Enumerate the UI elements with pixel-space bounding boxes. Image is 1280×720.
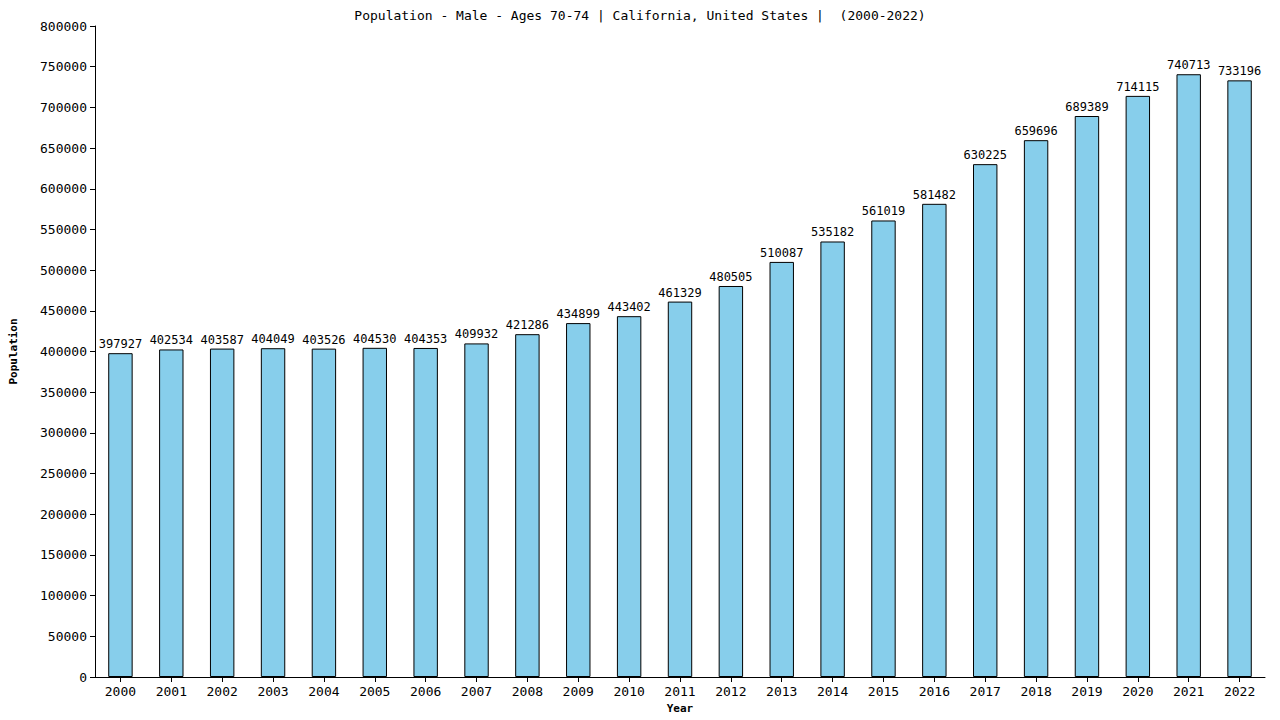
svg-text:2003: 2003 [257,684,288,699]
svg-text:2018: 2018 [1020,684,1051,699]
svg-text:404353: 404353 [404,332,447,346]
svg-text:480505: 480505 [709,270,752,284]
svg-text:0: 0 [79,670,87,685]
svg-text:100000: 100000 [40,588,87,603]
svg-text:740713: 740713 [1167,58,1210,72]
svg-text:659696: 659696 [1014,124,1057,138]
svg-text:350000: 350000 [40,385,87,400]
svg-text:443402: 443402 [607,300,650,314]
svg-text:2009: 2009 [563,684,594,699]
svg-text:2020: 2020 [1122,684,1153,699]
svg-text:2010: 2010 [613,684,644,699]
svg-text:689389: 689389 [1065,100,1108,114]
svg-text:404530: 404530 [353,332,396,346]
svg-text:500000: 500000 [40,263,87,278]
svg-text:403526: 403526 [302,333,345,347]
svg-text:461329: 461329 [658,286,701,300]
svg-text:800000: 800000 [40,19,87,34]
svg-text:397927: 397927 [99,337,142,351]
svg-text:50000: 50000 [48,629,87,644]
svg-text:Population - Male - Ages 70-74: Population - Male - Ages 70-74 | Califor… [354,8,925,23]
svg-text:733196: 733196 [1218,64,1261,78]
svg-text:2002: 2002 [207,684,238,699]
svg-text:2006: 2006 [410,684,441,699]
svg-text:561019: 561019 [862,204,905,218]
svg-text:2017: 2017 [970,684,1001,699]
svg-text:650000: 650000 [40,141,87,156]
svg-text:750000: 750000 [40,59,87,74]
svg-text:2004: 2004 [308,684,339,699]
svg-text:421286: 421286 [506,318,549,332]
svg-text:450000: 450000 [40,303,87,318]
svg-text:581482: 581482 [913,188,956,202]
svg-text:403587: 403587 [200,333,243,347]
svg-text:600000: 600000 [40,181,87,196]
svg-text:Population: Population [7,318,20,384]
svg-text:2016: 2016 [919,684,950,699]
svg-text:2001: 2001 [156,684,187,699]
svg-text:400000: 400000 [40,344,87,359]
svg-text:630225: 630225 [964,148,1007,162]
svg-text:2021: 2021 [1173,684,1204,699]
svg-text:2008: 2008 [512,684,543,699]
svg-text:2005: 2005 [359,684,390,699]
svg-text:510087: 510087 [760,246,803,260]
svg-text:300000: 300000 [40,425,87,440]
svg-text:550000: 550000 [40,222,87,237]
svg-text:2012: 2012 [715,684,746,699]
svg-text:2013: 2013 [766,684,797,699]
svg-text:2019: 2019 [1071,684,1102,699]
svg-text:409932: 409932 [455,327,498,341]
svg-text:402534: 402534 [150,333,193,347]
svg-text:200000: 200000 [40,507,87,522]
svg-text:Year: Year [667,702,694,715]
svg-text:2011: 2011 [664,684,695,699]
svg-text:150000: 150000 [40,547,87,562]
svg-text:2015: 2015 [868,684,899,699]
svg-text:434899: 434899 [557,307,600,321]
svg-text:2014: 2014 [817,684,848,699]
svg-text:404049: 404049 [251,332,294,346]
svg-text:714115: 714115 [1116,80,1159,94]
svg-text:2007: 2007 [461,684,492,699]
svg-text:250000: 250000 [40,466,87,481]
svg-text:700000: 700000 [40,100,87,115]
svg-text:2022: 2022 [1224,684,1255,699]
svg-text:535182: 535182 [811,225,854,239]
svg-text:2000: 2000 [105,684,136,699]
